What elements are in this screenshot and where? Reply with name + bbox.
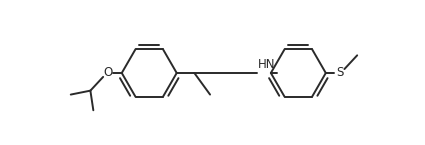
Text: S: S xyxy=(336,66,343,78)
Text: HN: HN xyxy=(258,58,276,71)
Text: O: O xyxy=(103,66,113,78)
